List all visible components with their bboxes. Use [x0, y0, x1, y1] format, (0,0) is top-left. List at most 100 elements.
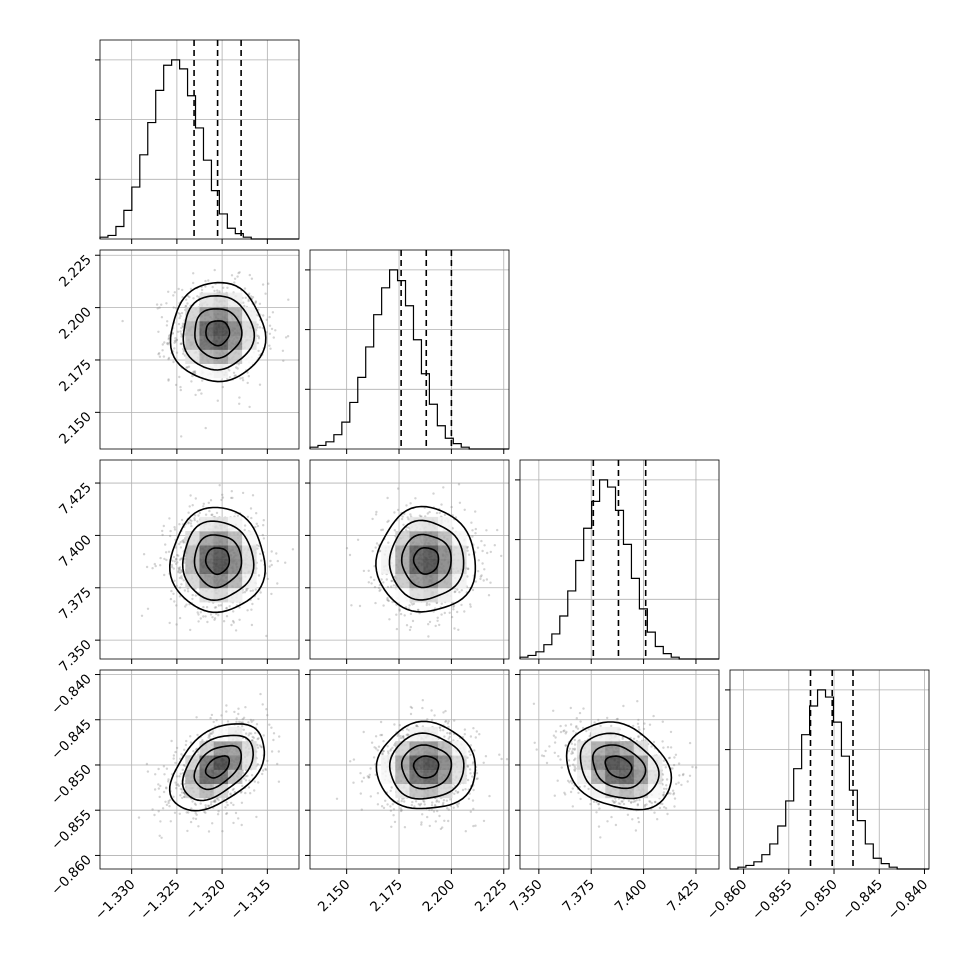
scatter-point	[194, 594, 197, 597]
scatter-point	[375, 510, 378, 514]
scatter-point	[157, 783, 160, 786]
scatter-point	[403, 826, 407, 829]
scatter-point	[421, 813, 424, 816]
scatter-point	[193, 371, 196, 374]
scatter-point	[269, 347, 272, 350]
scatter-point	[199, 611, 202, 614]
scatter-point	[198, 511, 201, 515]
scatter-point	[243, 591, 247, 594]
density-cell	[452, 559, 467, 574]
scatter-point	[167, 336, 171, 340]
scatter-point	[194, 497, 197, 500]
scatter-point	[230, 274, 234, 277]
scatter-point	[500, 554, 503, 558]
scatter-point	[153, 813, 156, 817]
scatter-point	[173, 811, 177, 814]
scatter-point	[174, 750, 177, 754]
scatter-point	[215, 719, 218, 722]
scatter-point	[225, 607, 228, 610]
density-cell	[199, 306, 214, 322]
scatter-point	[187, 811, 190, 814]
scatter-point	[259, 591, 262, 594]
scatter-point	[398, 724, 401, 727]
scatter-point	[409, 502, 412, 505]
scatter-point	[481, 562, 484, 565]
scatter-point	[170, 564, 174, 567]
scatter-point	[423, 803, 426, 806]
scatter-point	[389, 789, 392, 792]
scatter-point	[197, 620, 200, 623]
scatter-point	[211, 822, 214, 825]
scatter-point	[386, 745, 389, 748]
scatter-point	[265, 318, 268, 321]
scatter-point	[407, 518, 410, 521]
scatter-point	[210, 800, 213, 804]
scatter-point	[637, 726, 640, 729]
scatter-point	[230, 623, 233, 627]
scatter-point	[182, 348, 185, 351]
scatter-point	[256, 326, 259, 329]
scatter-point	[261, 703, 264, 706]
scatter-point	[175, 623, 178, 626]
scatter-point	[201, 379, 204, 382]
scatter-point	[174, 558, 178, 561]
scatter-point	[662, 746, 665, 749]
scatter-point	[219, 604, 223, 607]
histogram-2	[519, 479, 719, 660]
scatter-point	[245, 732, 248, 735]
scatter-point	[376, 749, 379, 752]
scatter-point	[270, 750, 274, 753]
scatter-point	[179, 314, 182, 318]
scatter-point	[473, 749, 476, 752]
scatter-point	[184, 304, 188, 308]
scatter-point	[160, 303, 163, 306]
scatter-point	[272, 336, 275, 339]
scatter-point	[254, 300, 258, 303]
scatter-point	[191, 593, 194, 597]
panel-3-0	[95, 669, 300, 874]
scatter-point	[393, 723, 396, 726]
scatter-point	[471, 535, 474, 538]
scatter-point	[632, 800, 635, 804]
scatter-point	[438, 623, 441, 627]
scatter-point	[177, 554, 180, 557]
scatter-point	[480, 539, 483, 543]
scatter-point	[213, 289, 216, 293]
density-cell	[213, 321, 229, 336]
scatter-point	[256, 524, 260, 528]
scatter-point	[256, 323, 259, 326]
ytick-label-3-0: −0.860	[48, 852, 95, 899]
scatter-point	[213, 268, 216, 272]
scatter-point	[167, 356, 171, 360]
scatter-point	[385, 578, 388, 581]
scatter-point	[169, 529, 172, 533]
scatter-point	[161, 529, 164, 533]
scatter-point	[175, 338, 179, 341]
scatter-point	[474, 824, 477, 827]
scatter-point	[360, 780, 364, 783]
scatter-point	[194, 803, 197, 806]
scatter-point	[386, 803, 389, 806]
scatter-point	[205, 606, 209, 609]
scatter-point	[414, 800, 418, 803]
scatter-point	[485, 578, 489, 581]
density-cell	[185, 559, 200, 574]
scatter-point	[195, 716, 198, 719]
scatter-point	[151, 567, 154, 570]
xtick-label-0-1: −1.325	[137, 877, 184, 924]
scatter-point	[166, 320, 169, 323]
scatter-point	[276, 762, 279, 766]
scatter-point	[467, 553, 471, 556]
scatter-point	[393, 529, 396, 532]
density-cell	[242, 741, 257, 756]
scatter-point	[477, 570, 480, 573]
scatter-point	[251, 296, 255, 299]
scatter-point	[261, 533, 264, 537]
scatter-point	[217, 810, 220, 813]
scatter-point	[410, 706, 414, 710]
scatter-point	[236, 367, 239, 370]
scatter-point	[163, 341, 166, 344]
scatter-point	[189, 741, 193, 744]
scatter-point	[187, 365, 191, 368]
scatter-point	[202, 615, 205, 618]
